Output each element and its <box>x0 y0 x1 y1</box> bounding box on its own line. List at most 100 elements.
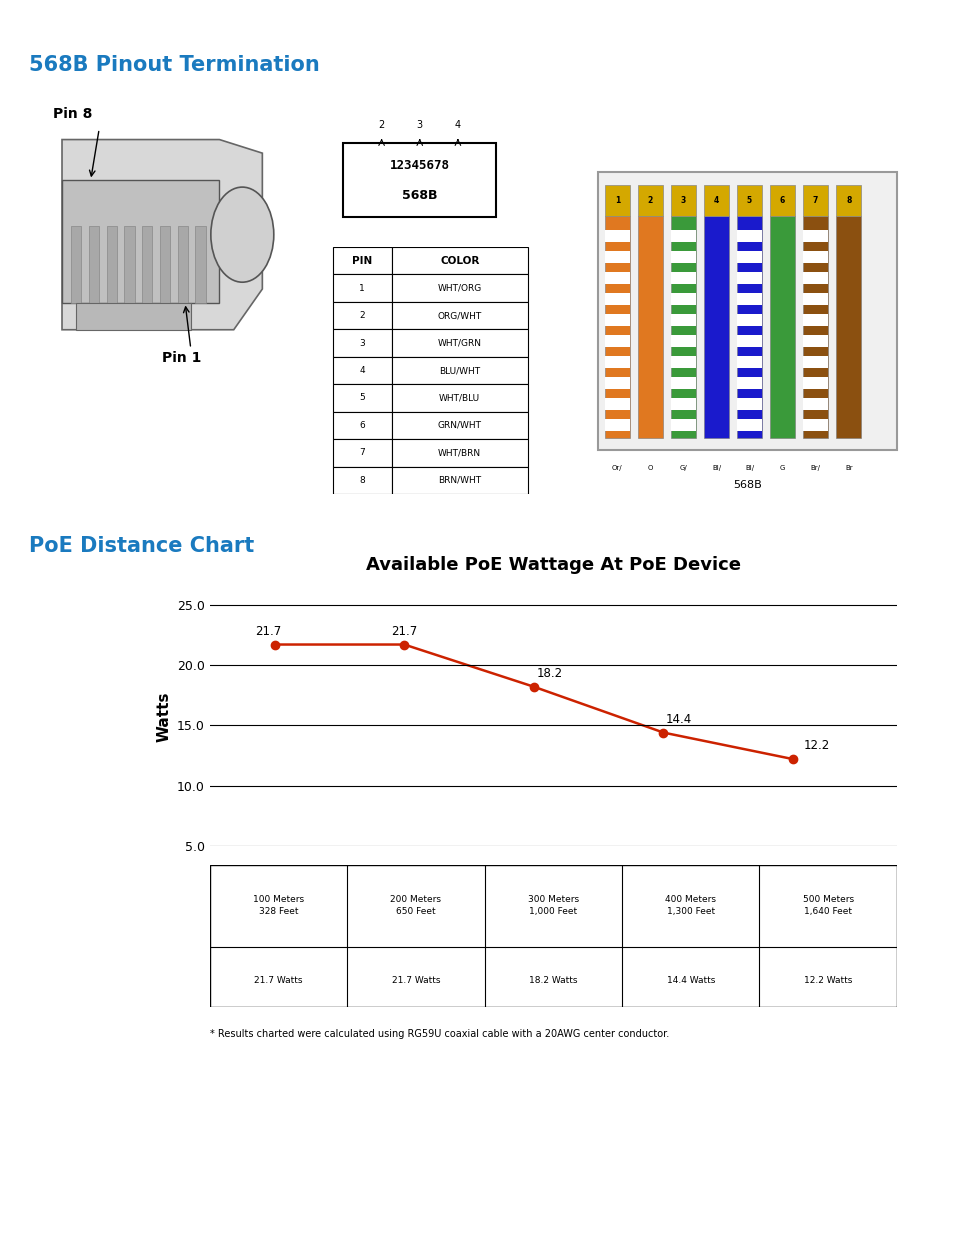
Text: Pin 8: Pin 8 <box>53 106 92 121</box>
Text: PoE Distance Chart: PoE Distance Chart <box>29 536 253 557</box>
Text: 12.2 Watts: 12.2 Watts <box>803 977 851 986</box>
Text: PIN: PIN <box>352 256 372 266</box>
Bar <box>604 251 629 263</box>
Bar <box>333 274 391 301</box>
Text: 300 Meters
1,000 Feet: 300 Meters 1,000 Feet <box>527 895 578 916</box>
Bar <box>802 398 827 410</box>
Bar <box>333 411 391 440</box>
Bar <box>343 143 496 217</box>
Bar <box>670 251 695 263</box>
Text: Br/: Br/ <box>810 466 820 471</box>
Bar <box>124 226 134 303</box>
Text: 568B: 568B <box>732 480 760 490</box>
Text: 21.7: 21.7 <box>391 625 417 638</box>
Text: COLOR: COLOR <box>439 256 479 266</box>
Text: 4: 4 <box>359 366 365 375</box>
Text: 6: 6 <box>780 195 784 205</box>
Bar <box>333 301 391 330</box>
Bar <box>195 226 206 303</box>
Bar <box>703 216 728 438</box>
Bar <box>670 377 695 389</box>
Bar <box>670 398 695 410</box>
Bar <box>670 419 695 431</box>
Bar <box>670 356 695 368</box>
Text: 21.7 Watts: 21.7 Watts <box>254 977 302 986</box>
Bar <box>802 272 827 284</box>
Bar <box>142 226 152 303</box>
Bar <box>670 335 695 347</box>
Bar <box>737 293 761 305</box>
Bar <box>802 293 827 305</box>
Bar <box>670 184 695 216</box>
Bar <box>391 411 527 440</box>
Bar <box>802 230 827 242</box>
Bar <box>703 184 728 216</box>
Bar <box>737 216 761 438</box>
Text: WHT/GRN: WHT/GRN <box>437 338 481 347</box>
Text: G: G <box>779 466 784 471</box>
Bar <box>737 419 761 431</box>
Text: 8: 8 <box>845 195 850 205</box>
Bar <box>737 335 761 347</box>
Text: BLU/WHT: BLU/WHT <box>438 366 479 375</box>
Bar <box>333 440 391 467</box>
Bar <box>391 467 527 494</box>
Bar <box>670 272 695 284</box>
Text: 7: 7 <box>812 195 818 205</box>
Bar <box>737 377 761 389</box>
Bar <box>391 330 527 357</box>
Bar <box>391 440 527 467</box>
Bar <box>638 216 662 438</box>
Bar <box>670 314 695 326</box>
Text: 18.2: 18.2 <box>536 667 562 680</box>
Bar <box>670 293 695 305</box>
Bar <box>737 272 761 284</box>
Bar <box>802 356 827 368</box>
Bar <box>89 226 99 303</box>
Text: O: O <box>647 466 653 471</box>
Text: 5: 5 <box>359 394 365 403</box>
Bar <box>604 356 629 368</box>
Bar <box>604 230 629 242</box>
Bar <box>769 216 794 438</box>
Bar <box>836 216 860 438</box>
Bar <box>391 384 527 411</box>
Bar <box>670 230 695 242</box>
Text: 200 Meters
650 Feet: 200 Meters 650 Feet <box>390 895 441 916</box>
Bar <box>737 184 761 216</box>
Text: 18.2 Watts: 18.2 Watts <box>529 977 577 986</box>
Text: 7: 7 <box>359 448 365 457</box>
Text: 2: 2 <box>378 121 384 131</box>
Bar <box>160 226 170 303</box>
Bar <box>391 274 527 301</box>
Text: 3: 3 <box>359 338 365 347</box>
Text: G/: G/ <box>679 466 686 471</box>
Bar <box>333 357 391 384</box>
Bar <box>76 303 191 330</box>
Bar <box>670 216 695 438</box>
Text: 14.4 Watts: 14.4 Watts <box>666 977 714 986</box>
Bar <box>71 226 81 303</box>
Bar <box>62 180 219 303</box>
Bar <box>604 184 629 216</box>
Text: * Results charted were calculated using RG59U coaxial cable with a 20AWG center : * Results charted were calculated using … <box>210 1029 668 1040</box>
Text: 568B: 568B <box>401 189 437 201</box>
Text: 12345678: 12345678 <box>390 159 449 172</box>
Polygon shape <box>62 140 262 330</box>
Bar <box>391 247 527 274</box>
Text: 4: 4 <box>713 195 719 205</box>
Text: WHT/BLU: WHT/BLU <box>438 394 479 403</box>
Bar <box>604 272 629 284</box>
Bar <box>177 226 188 303</box>
Bar <box>604 216 629 438</box>
Bar <box>604 335 629 347</box>
Y-axis label: Watts: Watts <box>156 692 172 741</box>
Text: GRN/WHT: GRN/WHT <box>437 421 481 430</box>
Text: 4: 4 <box>455 121 460 131</box>
Text: WHT/ORG: WHT/ORG <box>437 284 481 293</box>
Bar <box>737 314 761 326</box>
Text: BRN/WHT: BRN/WHT <box>437 475 481 485</box>
Text: WHT/BRN: WHT/BRN <box>437 448 481 457</box>
Bar <box>333 247 391 274</box>
Bar <box>604 377 629 389</box>
